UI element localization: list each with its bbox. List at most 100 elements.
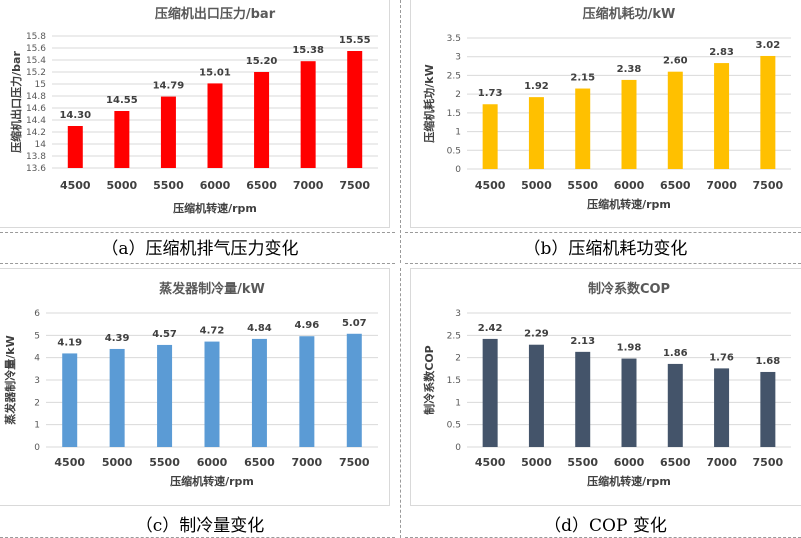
x-tick-label: 6500 [660, 456, 691, 469]
bar [714, 63, 730, 169]
x-tick-label: 5500 [567, 456, 598, 469]
chart-c-svg: 蒸发器制冷量/kW 0 1 2 3 4 5 6 4.19 4500 4.39 5000 4.57 5500… [3, 281, 378, 488]
bar [114, 111, 130, 168]
data-label: 14.79 [153, 81, 185, 92]
chart-title: 制冷系数COP [588, 281, 670, 297]
x-tick-label: 7000 [292, 456, 323, 469]
chart-title: 压缩机出口压力/bar [155, 6, 276, 22]
y-tick-label: 14.2 [26, 128, 46, 138]
chart-panel-c: 蒸发器制冷量/kW 0 1 2 3 4 5 6 4.19 4500 4.39 5000 4.57 5500… [0, 268, 390, 506]
data-label: 1.92 [524, 81, 549, 92]
x-tick-label: 7500 [339, 179, 370, 192]
y-axis-label: 制冷系数COP [422, 345, 436, 415]
y-tick-label: 15 [35, 80, 46, 90]
y-tick-label: 1 [455, 398, 461, 408]
y-tick-label: 2.5 [447, 71, 461, 81]
y-tick-label: 6 [34, 309, 40, 319]
data-label: 2.13 [570, 336, 595, 347]
data-label: 1.73 [478, 88, 503, 99]
bar [714, 368, 730, 447]
x-tick-label: 5000 [521, 179, 552, 192]
data-label: 15.20 [246, 56, 278, 67]
y-tick-label: 0.5 [447, 146, 461, 156]
y-tick-label: 0.5 [447, 421, 461, 431]
bar [621, 79, 637, 169]
y-tick-label: 1 [455, 128, 461, 138]
y-tick-label: 1.5 [447, 109, 461, 119]
chart-b-svg: 压缩机耗功/kW 0 0.5 1 1.5 2 2.5 3 3.5 1.73 4500 1.92 5000… [422, 6, 791, 211]
bar [160, 96, 176, 168]
separator-top-left [0, 232, 395, 233]
y-tick-label: 3.5 [447, 34, 461, 44]
data-label: 1.68 [756, 356, 781, 367]
x-tick-label: 6500 [244, 456, 275, 469]
chart-panel-a: 压缩机出口压力/bar 13.6 13.8 14 14.2 14.4 14.6 14.8 15 1… [0, 0, 390, 228]
x-tick-label: 6000 [614, 456, 645, 469]
x-axis-label: 压缩机转速/rpm [173, 201, 257, 215]
data-label: 2.42 [478, 323, 503, 334]
y-tick-label: 2.5 [447, 331, 461, 341]
x-tick-label: 5500 [567, 179, 598, 192]
x-tick-label: 7000 [293, 179, 324, 192]
bar [254, 72, 270, 168]
bar [667, 71, 683, 169]
separator-middle-left [0, 263, 395, 264]
data-label: 14.30 [59, 110, 91, 121]
y-tick-label: 0 [455, 443, 461, 453]
data-label: 1.98 [617, 343, 642, 354]
caption-b: （b）压缩机耗功变化 [523, 239, 688, 259]
data-label: 4.96 [295, 320, 320, 331]
x-tick-label: 6500 [246, 179, 277, 192]
bar [299, 336, 315, 447]
data-label: 15.38 [292, 45, 324, 56]
caption-d: （d）COP 变化 [544, 516, 667, 536]
chart-panel-d: 制冷系数COP 0 0.5 1 1.5 2 2.5 3 2.42 4500 2.29 5000 2.13… [410, 268, 801, 506]
bar [204, 341, 220, 447]
bar [667, 363, 683, 447]
x-tick-label: 6000 [197, 456, 228, 469]
y-tick-label: 3 [455, 53, 461, 63]
x-tick-label: 5500 [149, 456, 180, 469]
y-tick-label: 0 [455, 165, 461, 175]
data-label: 14.55 [106, 95, 138, 106]
x-tick-label: 4500 [475, 179, 506, 192]
data-label: 2.60 [663, 56, 688, 67]
x-axis-label: 压缩机转速/rpm [587, 474, 671, 488]
data-label: 4.39 [105, 333, 130, 344]
x-tick-label: 5000 [102, 456, 133, 469]
y-tick-label: 2 [455, 354, 461, 364]
y-tick-label: 14.4 [26, 116, 46, 126]
bar [575, 88, 591, 169]
y-tick-label: 15.2 [26, 68, 46, 78]
bar [207, 83, 223, 168]
x-tick-label: 4500 [475, 456, 506, 469]
y-tick-label: 0 [34, 443, 40, 453]
bar [528, 344, 544, 447]
y-tick-label: 14 [35, 140, 47, 150]
data-label: 1.86 [663, 348, 688, 359]
y-tick-label: 1.5 [447, 376, 461, 386]
y-tick-label: 13.6 [26, 164, 46, 174]
bar [575, 351, 591, 447]
x-tick-label: 6000 [200, 179, 231, 192]
x-tick-label: 7500 [339, 456, 370, 469]
data-label: 4.72 [200, 326, 225, 337]
x-axis-label: 压缩机转速/rpm [587, 197, 671, 211]
data-label: 3.02 [756, 40, 781, 51]
y-tick-label: 15.4 [26, 56, 46, 66]
bar [109, 348, 125, 447]
data-label: 4.84 [247, 323, 272, 334]
x-tick-label: 7500 [753, 456, 784, 469]
bar [251, 338, 267, 447]
x-tick-label: 5500 [153, 179, 184, 192]
separator-vertical-top [400, 0, 401, 263]
bar [482, 338, 498, 447]
x-tick-label: 7000 [706, 456, 737, 469]
caption-a: （a）压缩机排气压力变化 [101, 239, 299, 259]
data-label: 1.76 [709, 352, 734, 363]
data-label: 2.15 [570, 73, 595, 84]
data-label: 2.29 [524, 329, 549, 340]
y-tick-label: 1 [34, 421, 40, 431]
bar [346, 333, 362, 447]
y-tick-label: 14.6 [26, 104, 46, 114]
